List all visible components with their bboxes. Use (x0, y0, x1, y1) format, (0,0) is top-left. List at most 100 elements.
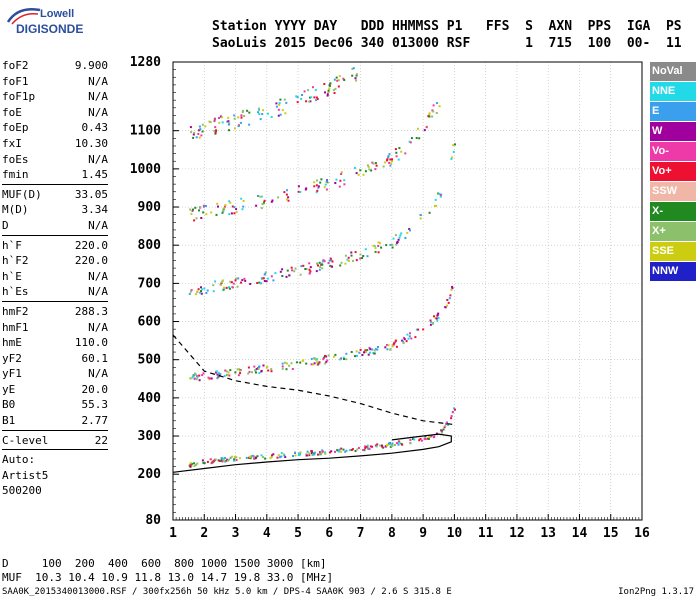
echo-point (310, 96, 313, 99)
echo-point (251, 371, 253, 374)
echo-point (191, 210, 194, 212)
echo-point (387, 344, 390, 347)
param-name: B1 (2, 414, 16, 428)
echo-point (419, 217, 422, 220)
echo-point (436, 102, 438, 105)
param-row: h`E N/A (2, 269, 108, 285)
param-row: foF1p N/A (2, 89, 108, 105)
echo-point (428, 114, 431, 116)
echo-point (325, 355, 328, 358)
echo-point (425, 126, 428, 129)
echo-point (259, 195, 261, 198)
echo-point (215, 213, 218, 216)
echo-point (281, 367, 284, 370)
echo-point (335, 178, 338, 181)
echo-point (208, 120, 211, 123)
param-row: foEs N/A (2, 152, 108, 168)
echo-point (288, 364, 291, 367)
echo-point (429, 319, 432, 322)
echo-point (382, 165, 385, 168)
echo-point (189, 126, 192, 129)
param-value: N/A (88, 269, 108, 283)
echo-point (266, 277, 269, 280)
param-row: Auto: (2, 452, 108, 468)
echo-point (317, 363, 320, 365)
echo-point (200, 217, 203, 219)
echo-point (231, 205, 234, 208)
param-row: h`Es N/A (2, 284, 108, 300)
echo-point (350, 254, 353, 257)
legend-item-vominus: Vo- (650, 142, 696, 161)
legend-item-e: E (650, 102, 696, 121)
echo-point (408, 335, 411, 338)
echo-point (372, 162, 375, 165)
echo-point (248, 123, 251, 126)
echo-point (240, 114, 243, 117)
echo-point (254, 369, 256, 372)
echo-point (190, 462, 193, 465)
legend-item-xminus: X+ (650, 222, 696, 241)
echo-point (330, 450, 333, 453)
echo-point (374, 168, 377, 171)
echo-point (375, 164, 378, 167)
echo-point (326, 359, 329, 362)
echo-point (447, 301, 450, 304)
param-value: 22 (94, 433, 108, 447)
legend-item-nne: NNE (650, 82, 696, 101)
param-row: fmin 1.45 (2, 167, 108, 183)
echo-point (397, 158, 400, 161)
param-row: hmE 110.0 (2, 335, 108, 351)
param-row: D N/A (2, 218, 108, 234)
echo-point (282, 453, 285, 456)
echo-point (338, 185, 341, 188)
echo-point (200, 290, 202, 293)
echo-point (295, 95, 298, 98)
echo-point (414, 336, 417, 339)
echo-point (441, 431, 444, 434)
echo-point (324, 355, 326, 357)
echo-point (190, 212, 193, 215)
echo-point (247, 366, 250, 369)
echo-point (196, 290, 199, 293)
muf-frequency-row: MUF 10.3 10.4 10.9 11.8 13.0 14.7 19.8 3… (2, 571, 334, 584)
x-tick-label: 3 (232, 526, 240, 541)
echo-point (354, 251, 357, 254)
header-values: SaoLuis 2015 Dec06 340 013000 RSF 1 715 … (212, 36, 682, 51)
echo-point (242, 109, 244, 112)
echo-point (403, 336, 405, 339)
echo-point (406, 231, 409, 234)
echo-point (241, 208, 244, 211)
echo-point (236, 368, 239, 371)
echo-point (392, 237, 395, 240)
echo-point (312, 363, 315, 366)
echo-point (323, 186, 326, 189)
echo-point (202, 461, 205, 464)
muf-distance-row: D 100 200 400 600 800 1000 1500 3000 [km… (2, 557, 327, 570)
echo-point (299, 191, 302, 193)
echo-point (260, 207, 263, 210)
param-value: N/A (88, 74, 108, 88)
echo-point (396, 240, 399, 243)
echo-point (294, 454, 297, 457)
param-row: foEp 0.43 (2, 120, 108, 136)
param-value: N/A (88, 152, 108, 166)
echo-point (285, 368, 288, 371)
echo-point (258, 113, 261, 116)
echo-point (281, 109, 284, 112)
echo-point (433, 435, 436, 438)
echo-point (252, 455, 255, 457)
echo-point (228, 374, 231, 377)
echo-point (397, 440, 400, 443)
echo-point (322, 259, 325, 262)
echo-point (195, 463, 197, 466)
echo-point (410, 337, 413, 340)
echo-point (452, 151, 455, 153)
echo-point (373, 352, 376, 355)
echo-point (228, 129, 230, 132)
param-name: yF1 (2, 367, 22, 381)
echo-point (317, 186, 320, 189)
echo-point (386, 444, 389, 447)
echo-point (400, 232, 403, 235)
echo-point (253, 365, 256, 368)
echo-point (364, 447, 367, 450)
